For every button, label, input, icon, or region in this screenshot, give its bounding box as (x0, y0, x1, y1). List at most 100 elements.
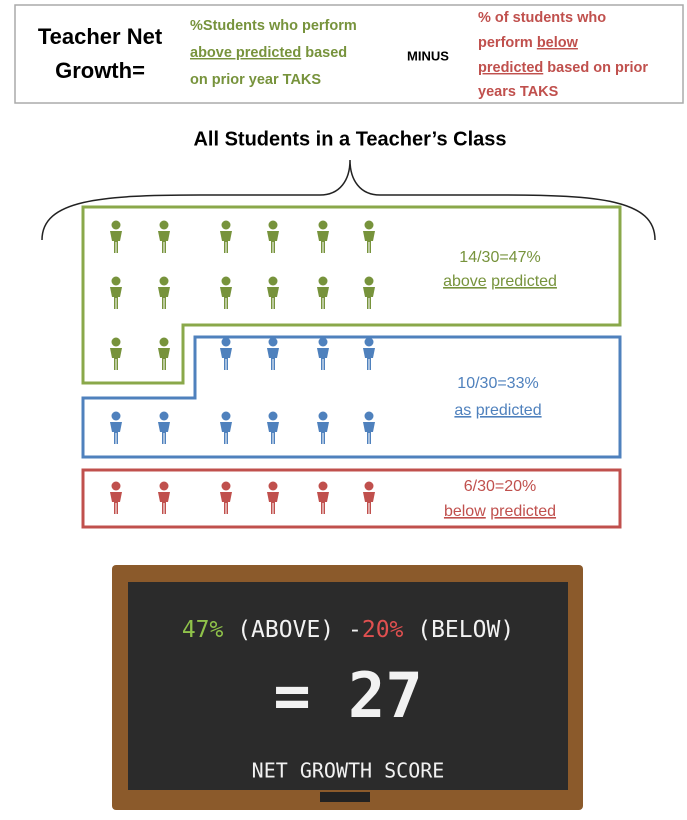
person-icon (267, 276, 279, 309)
person-icon (317, 411, 329, 444)
person-body (317, 348, 329, 370)
person-icon (220, 481, 232, 514)
person-icon (317, 220, 329, 253)
person-body (267, 348, 279, 370)
person-body (363, 492, 375, 514)
group-ratio: 6/30=20% (464, 478, 537, 495)
group-caption: below predicted (444, 503, 556, 520)
person-body (158, 287, 170, 309)
caption-word: predicted (491, 273, 557, 290)
person-icon (267, 481, 279, 514)
person-body (110, 348, 122, 370)
person-head (364, 481, 374, 491)
person-icon (158, 337, 170, 370)
person-icon (363, 481, 375, 514)
person-icon (158, 220, 170, 253)
person-body (158, 492, 170, 514)
caption-word: predicted (476, 402, 542, 419)
person-head (221, 220, 231, 230)
below-text: predicted based on prior (478, 60, 648, 76)
person-body (317, 231, 329, 253)
above-text: above predicted (190, 45, 301, 61)
person-head (111, 337, 121, 347)
person-body (363, 348, 375, 370)
person-body (317, 422, 329, 444)
person-body (317, 287, 329, 309)
person-body (220, 231, 232, 253)
group-caption: as predicted (454, 402, 541, 419)
above-group-box (81, 205, 622, 385)
person-body (220, 287, 232, 309)
person-head (364, 220, 374, 230)
header-label: Growth= (55, 58, 145, 83)
person-head (268, 337, 278, 347)
person-body (363, 287, 375, 309)
person-icon (363, 337, 375, 370)
person-icon (363, 411, 375, 444)
chalk-above: 47% (182, 617, 224, 643)
person-icon (317, 337, 329, 370)
person-icon (220, 276, 232, 309)
person-icon (110, 220, 122, 253)
person-icon (158, 411, 170, 444)
person-head (159, 337, 169, 347)
chalk-caption: NET GROWTH SCORE (252, 759, 445, 783)
person-head (318, 481, 328, 491)
group-caption: above predicted (443, 273, 557, 290)
person-body (110, 422, 122, 444)
person-body (158, 231, 170, 253)
eraser (320, 792, 370, 802)
person-head (364, 276, 374, 286)
person-icon (267, 220, 279, 253)
caption-word: predicted (490, 503, 556, 520)
person-head (111, 481, 121, 491)
group-ratio: 10/30=33% (457, 375, 538, 392)
person-icon (110, 481, 122, 514)
chalk-result: = 27 (273, 659, 422, 732)
person-body (220, 348, 232, 370)
caption-word: below (444, 503, 486, 520)
person-head (221, 276, 231, 286)
person-body (220, 422, 232, 444)
people (110, 220, 375, 514)
below-text: perform (478, 35, 537, 51)
person-body (363, 231, 375, 253)
above-text: on prior year TAKS (190, 72, 321, 88)
brace (41, 159, 656, 241)
person-head (111, 276, 121, 286)
header-box (14, 4, 684, 104)
person-body (267, 287, 279, 309)
person-body (267, 492, 279, 514)
header-label: Teacher Net (38, 24, 163, 49)
operator: MINUS (407, 48, 449, 63)
person-icon (158, 481, 170, 514)
below-group-box (81, 468, 622, 529)
person-icon (220, 411, 232, 444)
person-icon (317, 481, 329, 514)
below-text: based on prior (543, 60, 648, 76)
person-body (317, 492, 329, 514)
person-icon (317, 276, 329, 309)
person-head (159, 220, 169, 230)
below-text: below (537, 35, 579, 51)
above-text: above predicted based (190, 45, 347, 61)
person-body (158, 348, 170, 370)
person-icon (110, 411, 122, 444)
below-text: % of students who (478, 10, 606, 26)
person-head (111, 220, 121, 230)
person-body (363, 422, 375, 444)
person-head (318, 411, 328, 421)
person-head (221, 337, 231, 347)
chalk-below: 20% (362, 617, 404, 643)
person-body (110, 287, 122, 309)
person-head (111, 411, 121, 421)
person-head (221, 411, 231, 421)
person-head (159, 481, 169, 491)
person-body (110, 492, 122, 514)
person-body (158, 422, 170, 444)
as-group-box (81, 335, 622, 459)
person-head (159, 276, 169, 286)
group-ratio: 14/30=47% (459, 249, 540, 266)
chalk-text: (ABOVE) - (223, 617, 361, 643)
person-icon (363, 220, 375, 253)
